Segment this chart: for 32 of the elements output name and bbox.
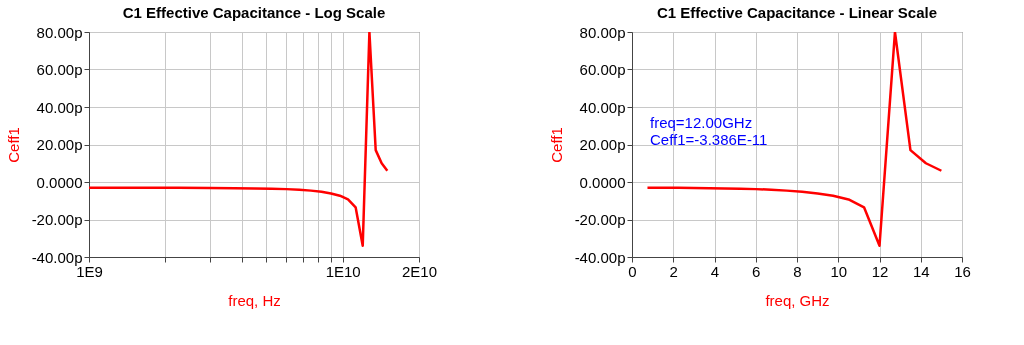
y-tick-label: 60.00p: [579, 61, 626, 78]
x-tick-label: 12: [871, 262, 889, 280]
line-series: [646, 32, 943, 247]
chart-title: C1 Effective Capacitance - Log Scale: [122, 4, 386, 21]
y-tick-label: -20.00p: [31, 211, 83, 228]
y-tick-label: 40.00p: [579, 98, 626, 116]
y-tick-label: 0.0000: [579, 173, 626, 191]
y-axis-title: Ceff1: [547, 127, 565, 163]
y-tick-label: 0.0000: [36, 173, 83, 191]
y-tick-label: 80.00p: [36, 23, 83, 41]
x-tick-label: 8: [793, 262, 802, 280]
y-tick-label: 80.00p: [579, 23, 626, 41]
y-axis-title: Ceff1: [4, 127, 22, 163]
annotation: freq=12.00GHz Ceff1=-3.386E-11: [650, 114, 768, 148]
y-tick-label: 40.00p: [36, 98, 83, 116]
x-axis-title: freq, Hz: [228, 291, 281, 309]
x-axis-title: freq, GHz: [765, 291, 830, 309]
y-tick-label: -20.00p: [574, 211, 626, 228]
y-tick-label: 60.00p: [36, 61, 83, 78]
x-tick-label: 2: [669, 262, 678, 280]
y-tick-label: 20.00p: [36, 136, 83, 153]
x-tick-label: 2E10: [401, 262, 438, 280]
x-tick-label: 14: [912, 262, 930, 280]
x-tick-label: 10: [830, 262, 848, 280]
x-tick-label: 1E10: [325, 262, 361, 280]
y-tick-label: 20.00p: [579, 136, 626, 153]
x-tick-label: 0: [628, 262, 637, 280]
x-tick-label: 4: [710, 262, 720, 280]
y-tick-label: -40.00p: [574, 248, 626, 266]
x-tick-label: 16: [954, 262, 971, 280]
chart-title: C1 Effective Capacitance - Linear Scale: [656, 4, 938, 21]
x-tick-label: 6: [752, 262, 761, 280]
